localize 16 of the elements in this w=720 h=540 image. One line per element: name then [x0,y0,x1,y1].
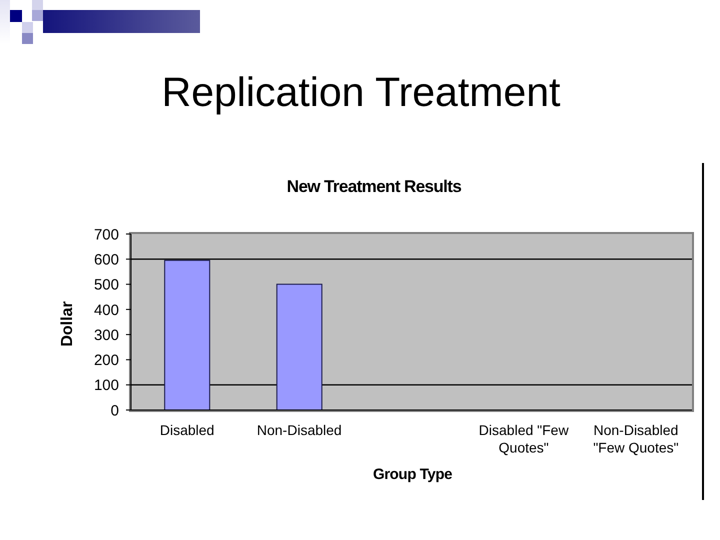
x-tick-label: Disabled "Few Quotes" [478,422,570,456]
y-tick-label: 600 [94,251,119,268]
x-tick-label: Disabled [160,422,214,438]
chart-title: Replication Treatment [160,69,562,115]
y-tick-label: 100 [94,377,119,394]
y-tick-label: 700 [94,226,119,244]
y-tick-label: 200 [94,352,119,370]
x-tick-label: Non-Disabled "Few Quotes" [593,422,679,456]
y-tick-label: 0 [110,402,119,420]
x-axis-title: Group Type [372,466,454,483]
y-tick-label: 500 [94,276,119,294]
y-axis-title: Dollar [59,300,77,349]
y-tick-label: 400 [94,302,119,319]
chart-subtitle: New Treatment Results [286,177,462,196]
x-tick-label: Non-Disabled [256,422,342,438]
y-tick-label: 300 [94,326,119,344]
